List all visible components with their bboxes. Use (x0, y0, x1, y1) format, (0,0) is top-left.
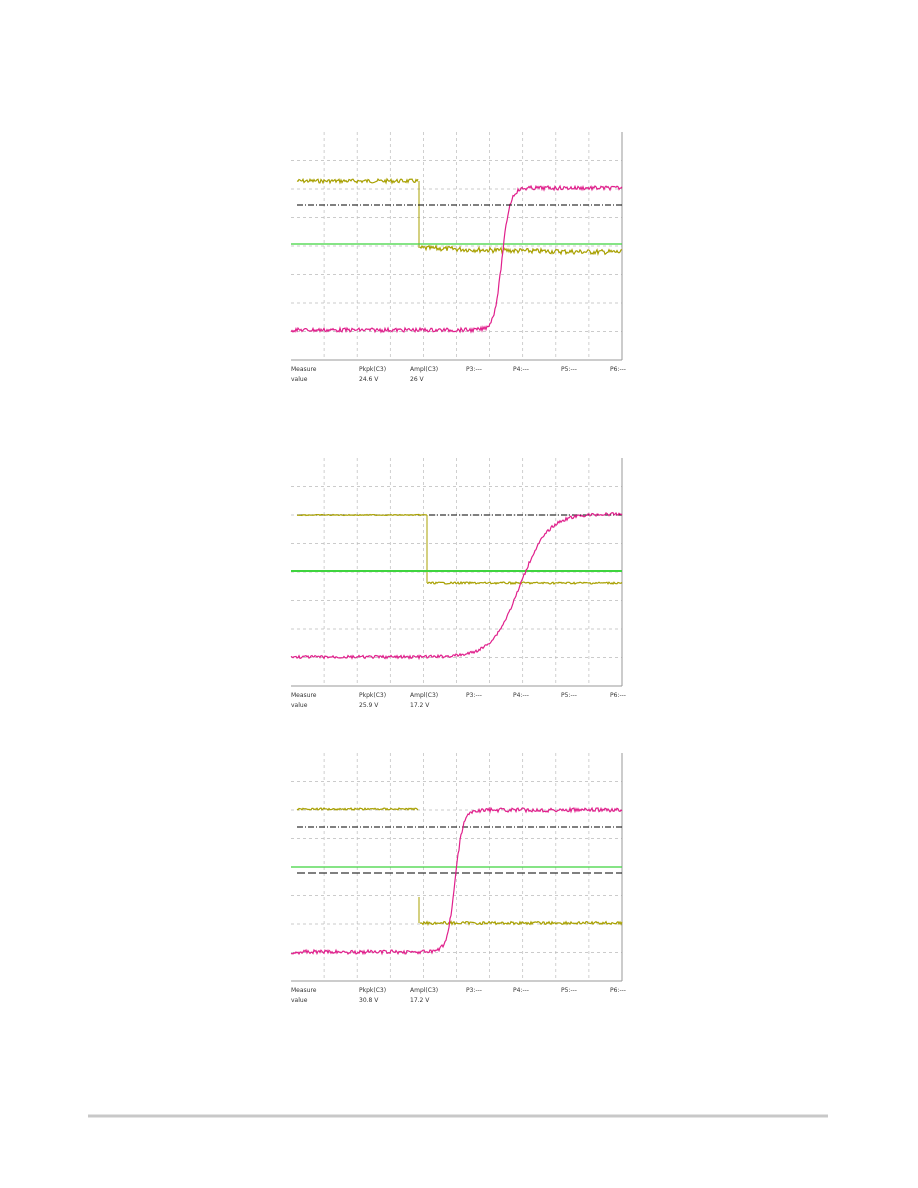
trace (296, 513, 428, 517)
measure-header: Pkpk(C3) (359, 987, 386, 994)
measure-header: Measure (291, 987, 317, 994)
measure-header: Pkpk(C3) (359, 366, 386, 373)
measure-header: P3:--- (466, 366, 482, 373)
measure-header: P5:--- (561, 987, 577, 994)
measure-header: Ampl(C3) (410, 692, 438, 699)
measure-header: P3:--- (466, 987, 482, 994)
measure-header: P4:--- (513, 987, 529, 994)
measure-header: P4:--- (513, 366, 529, 373)
trace (419, 244, 623, 256)
measure-header: P6:--- (610, 692, 626, 699)
measure-header: P5:--- (561, 692, 577, 699)
measure-value: 25.9 V (359, 702, 379, 709)
measure-value: 24.6 V (359, 376, 379, 383)
measure-header: Pkpk(C3) (359, 692, 386, 699)
trace (296, 807, 419, 811)
measure-value: 17.2 V (410, 997, 430, 1004)
trace (290, 511, 623, 661)
measure-header: Measure (291, 692, 317, 699)
measure-header: P3:--- (466, 692, 482, 699)
trace (290, 806, 623, 956)
measure-value: 17.2 V (410, 702, 430, 709)
measure-value: value (291, 376, 308, 383)
measure-value: 26 V (410, 376, 425, 383)
measure-header: P5:--- (561, 366, 577, 373)
trace (290, 184, 623, 334)
measure-header: Ampl(C3) (410, 366, 438, 373)
scope-screen (291, 132, 623, 361)
measure-header: P6:--- (610, 366, 626, 373)
measure-header: P4:--- (513, 692, 529, 699)
measure-header: Measure (291, 366, 317, 373)
measure-value: value (291, 997, 308, 1004)
trace (426, 580, 623, 586)
trace (296, 177, 419, 185)
measure-header: P6:--- (610, 987, 626, 994)
trace (419, 920, 623, 926)
measure-value: value (291, 702, 308, 709)
measure-header: Ampl(C3) (410, 987, 438, 994)
measure-value: 30.8 V (359, 997, 379, 1004)
